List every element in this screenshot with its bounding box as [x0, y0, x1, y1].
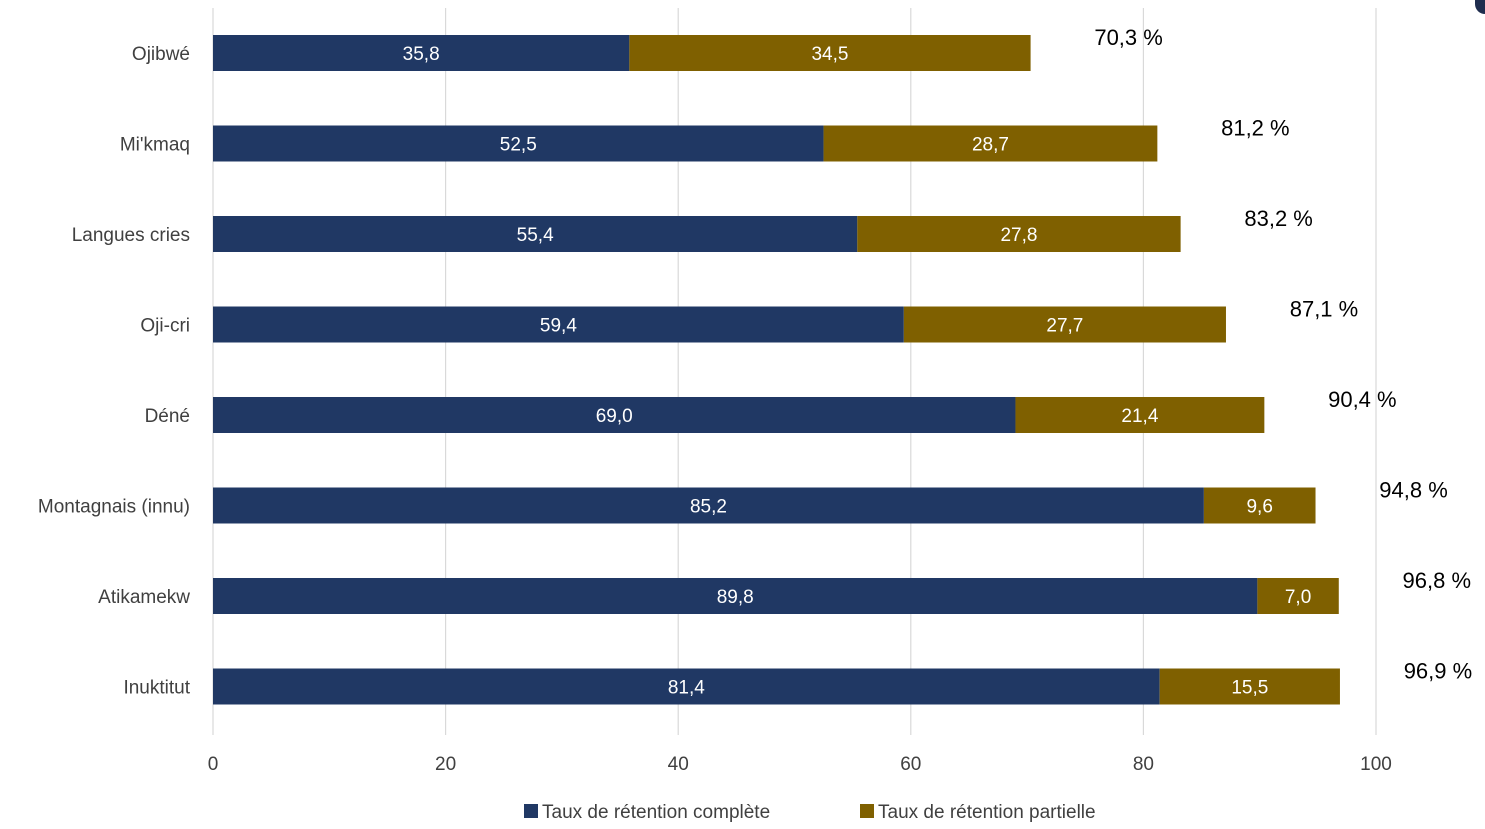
x-tick-label: 60	[900, 754, 921, 775]
segment-value-label: 69,0	[596, 406, 633, 427]
bar-segment-partial	[629, 35, 1031, 71]
segment-value-label: 34,5	[811, 44, 848, 65]
segment-value-label: 52,5	[500, 135, 537, 156]
total-label: 81,2 %	[1221, 116, 1290, 141]
category-label: Atikamekw	[98, 587, 190, 608]
legend-label-partial: Taux de rétention partielle	[878, 802, 1096, 823]
x-tick-label: 40	[668, 754, 689, 775]
segment-value-label: 85,2	[690, 497, 727, 518]
gridlines	[212, 8, 1377, 735]
total-label: 70,3 %	[1094, 25, 1163, 50]
category-label: Mi'kmaq	[120, 135, 190, 156]
segment-value-label: 59,4	[540, 316, 577, 337]
segment-value-label: 9,6	[1246, 497, 1272, 518]
x-tick-label: 0	[208, 754, 219, 775]
category-label: Oji-cri	[140, 316, 190, 337]
total-label: 96,9 %	[1404, 659, 1473, 684]
bar-segment-complete	[213, 306, 904, 343]
bar-segment-complete	[213, 668, 1160, 705]
bar-segment-partial	[823, 125, 1158, 162]
legend-swatch-complete	[524, 804, 538, 818]
category-label: Déné	[145, 406, 190, 427]
bar-segment-complete	[213, 578, 1258, 614]
segment-value-label: 15,5	[1231, 678, 1268, 699]
bar-segment-complete	[213, 487, 1204, 524]
segment-value-label: 89,8	[717, 587, 754, 608]
segment-value-label: 81,4	[668, 678, 705, 699]
segment-value-label: 7,0	[1285, 587, 1311, 608]
bar-segment-partial	[857, 216, 1181, 252]
segment-value-label: 27,7	[1046, 316, 1083, 337]
bar-segment-complete	[213, 397, 1016, 433]
labels: 0 20 40 60 80 100 Ojibwé 35,8 34,5 70,3 % Mi'kmaq 5…	[38, 25, 1472, 775]
bars	[213, 35, 1340, 705]
segment-value-label: 28,7	[972, 135, 1009, 156]
segment-value-label: 27,8	[1000, 225, 1037, 246]
x-tick-label: 20	[435, 754, 456, 775]
category-label: Montagnais (innu)	[38, 497, 190, 518]
bar-segment-complete	[213, 125, 824, 162]
segment-value-label: 35,8	[403, 44, 440, 65]
corner-mark	[1475, 0, 1485, 14]
bar-segment-partial	[903, 306, 1226, 343]
segment-value-label: 55,4	[517, 225, 554, 246]
bar-segment-complete	[213, 216, 858, 252]
bar-segment-partial	[1015, 397, 1265, 433]
total-label: 90,4 %	[1328, 387, 1397, 412]
category-label: Ojibwé	[132, 44, 190, 65]
bar-segment-partial	[1257, 578, 1339, 614]
bar-segment-partial	[1159, 668, 1340, 705]
total-label: 94,8 %	[1379, 478, 1448, 503]
segment-value-label: 21,4	[1121, 406, 1158, 427]
x-tick-label: 80	[1133, 754, 1154, 775]
category-label: Langues cries	[72, 225, 190, 246]
legend: Taux de rétention complète Taux de rétent…	[524, 802, 1096, 823]
total-label: 96,8 %	[1403, 568, 1472, 593]
bar-segment-complete	[213, 35, 630, 71]
bar-segment-partial	[1203, 487, 1316, 524]
legend-swatch-partial	[860, 804, 874, 818]
x-tick-label: 100	[1360, 754, 1392, 775]
total-label: 87,1 %	[1290, 297, 1359, 322]
category-label: Inuktitut	[123, 678, 190, 699]
total-label: 83,2 %	[1244, 206, 1313, 231]
legend-label-complete: Taux de rétention complète	[542, 802, 770, 823]
